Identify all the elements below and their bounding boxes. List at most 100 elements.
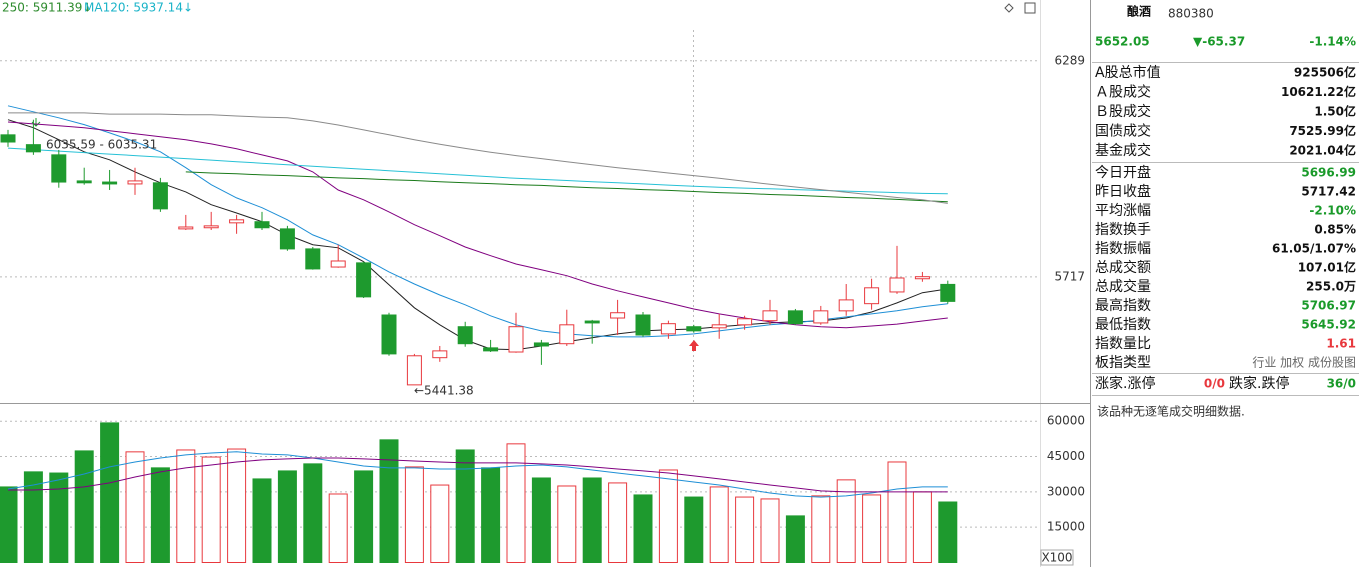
volume-bar [887,461,907,563]
candle-body [254,221,270,229]
candle-body [559,324,575,345]
row-label: Ａ股成交 [1095,84,1151,101]
volume-bar [379,439,399,563]
candle-body [381,314,397,355]
volume-bar [633,494,653,563]
ma-line [7,147,948,195]
row-value: 61.05/1.07% [1272,242,1356,256]
volume-bar [481,467,501,563]
candle-body [356,262,372,298]
row-label: 指数量比 [1095,336,1151,352]
row-label: Ｂ股成交 [1095,103,1151,120]
row-label: A股总市值 [1095,64,1161,81]
y-tick-label: 30000 [1047,484,1085,498]
row-label: 指数振幅 [1095,241,1151,257]
candle-body [178,226,194,230]
legend-entry: 250: 5911.39↓ [2,1,92,15]
legend-entry: MA120: 5937.14↓ [84,1,193,15]
row-value: -2.10% [1309,204,1356,218]
candle-body [889,277,905,293]
volume-bar [531,477,551,563]
volume-bar [557,485,577,563]
candle-body [813,310,829,324]
y-tick-label: 5717 [1054,269,1085,283]
diamond-icon[interactable] [1004,3,1014,13]
row-label: 国债成交 [1095,123,1151,140]
annotation: 6035.59 - 6035.31 [46,138,157,152]
candle-body [483,347,499,352]
row-value: 5645.92 [1301,318,1356,332]
row-label: 最高指数 [1095,297,1151,314]
candle-body [711,324,727,329]
volume-bar [176,449,196,563]
annotation: ←5441.38 [414,384,474,398]
candle-body [0,134,16,143]
row-label: 总成交量 [1095,278,1151,295]
candle-body [25,144,41,153]
volume-bar [785,515,805,563]
row-label: 总成交额 [1095,259,1151,276]
change-pct: -1.14% [1309,35,1356,49]
row-value: 107.01亿 [1298,260,1356,275]
volume-bar [328,493,348,563]
candle-body [457,326,473,345]
volume-bar [582,477,602,563]
price: 5652.05 [1095,35,1150,49]
candle-body [305,248,321,270]
volume-bar [354,470,374,563]
candle-body [102,181,118,185]
y-tick-label: 60000 [1047,414,1085,428]
volume-bar [277,470,297,563]
volume-bar [658,469,678,563]
candle-body [838,299,854,312]
window-icon[interactable] [1024,2,1036,14]
volume-bar [150,467,170,563]
volume-bar [912,491,932,563]
candle-body [584,320,600,324]
row-value: 925506亿 [1294,65,1356,80]
breadth-label: 跌家.跌停 [1229,375,1289,392]
row-value: 1.50亿 [1314,104,1356,119]
row-label: 今日开盘 [1095,164,1151,181]
y-tick-label: 6289 [1054,53,1085,67]
row-label: 最低指数 [1095,317,1151,333]
candle-body [686,326,702,332]
candle-body [610,312,626,319]
candle-body [51,154,67,183]
row-value: 行业 加权 成份股图 [1252,356,1356,370]
candle-body [914,276,930,280]
volume-bar [862,494,882,563]
volume-bar [252,478,272,563]
volume-bar [125,451,145,563]
note: 该品种无逐笔成交明细数据. [1097,404,1245,419]
volume-bar [201,456,221,563]
row-value: 10621.22亿 [1281,84,1356,99]
volume-bar [0,486,18,563]
candle-body [864,287,880,305]
unit-box [1040,549,1074,566]
candle-body [737,318,753,326]
candle-body [406,355,422,386]
candle-body [203,225,219,229]
volume-bar [938,501,958,563]
y-tick-label: 45000 [1047,449,1085,463]
volume-bar [506,443,526,564]
candle-body [762,310,778,322]
row-label: 昨日收盘 [1095,183,1151,200]
candle-body [533,342,549,347]
row-label: 基金成交 [1095,142,1151,159]
volume-bar [735,496,755,564]
candle-body [635,314,651,336]
row-value: 2021.04亿 [1289,143,1356,158]
row-label: 板指类型 [1095,355,1151,371]
row-value: 0.85% [1314,223,1356,237]
candle-body [508,326,524,353]
row-value: 5696.99 [1301,166,1356,180]
stock-name: 酿酒 [1127,4,1151,19]
candle-body [787,310,803,325]
ma-line [8,112,948,204]
ma-line [7,121,948,329]
current-marker [689,340,699,351]
candle-body [330,260,346,268]
